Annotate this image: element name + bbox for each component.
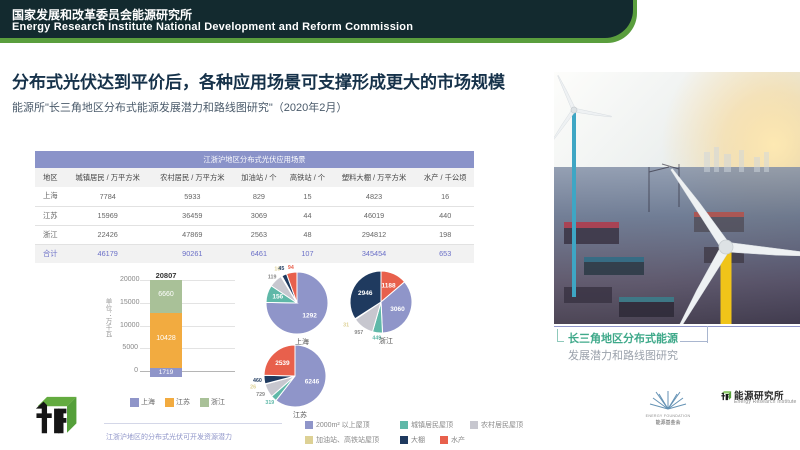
svg-text:45: 45 [278,266,284,272]
svg-text:119: 119 [268,274,277,280]
svg-text:94: 94 [288,265,294,271]
svg-text:319: 319 [265,400,274,406]
svg-text:460: 460 [253,378,262,384]
svg-text:2539: 2539 [275,360,290,367]
svg-text:1188: 1188 [381,282,395,289]
svg-text:26: 26 [250,385,256,391]
svg-text:3060: 3060 [390,306,405,313]
svg-text:729: 729 [256,392,265,398]
svg-text:6246: 6246 [305,379,320,386]
svg-text:2946: 2946 [358,290,373,297]
svg-text:156: 156 [272,294,283,301]
